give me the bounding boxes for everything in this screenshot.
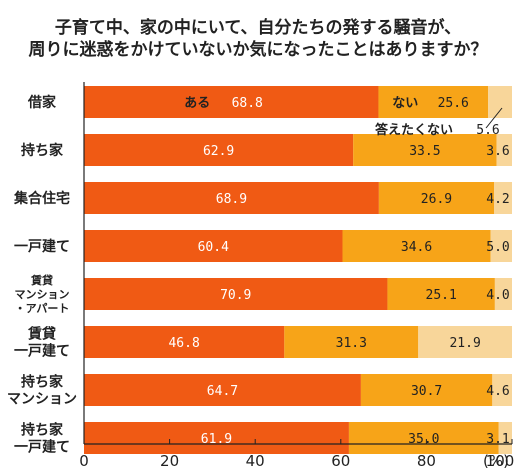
- bar-segment: [84, 134, 354, 166]
- data-label: 64.7: [207, 384, 238, 399]
- data-label: 5.6: [476, 123, 499, 138]
- data-label: 25.6: [438, 96, 469, 111]
- data-label: 3.6: [486, 144, 509, 159]
- bar-segment: [360, 374, 493, 406]
- bar-segment: [378, 182, 495, 214]
- bar-segment: [84, 374, 361, 406]
- bar-segment: [84, 278, 388, 310]
- series-name-label: ある: [184, 96, 210, 111]
- bar-segment: [348, 422, 499, 454]
- data-label: 4.6: [486, 384, 509, 399]
- data-label: 5.0: [486, 240, 509, 255]
- data-label: 62.9: [203, 144, 234, 159]
- bar-segment: [284, 326, 419, 358]
- bar-segment: [353, 134, 497, 166]
- data-label: 4.0: [486, 288, 509, 303]
- bar-segment: [84, 182, 379, 214]
- bar-segment: [84, 326, 285, 358]
- data-label: 30.7: [411, 384, 442, 399]
- bar-segment: [494, 182, 512, 214]
- category-label: 一戸建て: [14, 439, 70, 456]
- data-label: 70.9: [220, 288, 251, 303]
- x-tick-label: 40: [246, 452, 265, 470]
- data-label: 4.2: [486, 192, 509, 207]
- bar-segment: [84, 422, 349, 454]
- bar-segment: [418, 326, 512, 358]
- category-label: 持ち家: [21, 374, 64, 391]
- data-label: 25.1: [426, 288, 457, 303]
- chart-title-line: 子育て中、家の中にいて、自分たちの発する騒音が、: [55, 17, 461, 38]
- bar-segment: [342, 230, 491, 262]
- bar-segment: [496, 134, 512, 166]
- x-tick-label: 100: [486, 452, 515, 470]
- data-label: 21.9: [449, 336, 480, 351]
- bar-segment: [498, 422, 512, 454]
- data-label: 46.8: [168, 336, 199, 351]
- bar-segment: [387, 278, 495, 310]
- data-label: 31.3: [336, 336, 367, 351]
- chart-title-line: 周りに迷惑をかけていないか気になったことはありますか？: [29, 39, 488, 60]
- x-axis-unit: (%): [483, 452, 509, 470]
- category-label: 一戸建て: [14, 238, 70, 255]
- data-label: 34.6: [401, 240, 432, 255]
- data-label: 35.0: [408, 432, 439, 447]
- category-label: 持ち家: [21, 422, 64, 439]
- x-tick-label: 20: [160, 452, 179, 470]
- data-label: 33.5: [409, 144, 440, 159]
- category-label: 賃貸: [30, 273, 53, 287]
- data-label: 26.9: [421, 192, 452, 207]
- x-tick-label: 0: [79, 452, 89, 470]
- bar-segment: [84, 230, 343, 262]
- data-label: 68.9: [216, 192, 247, 207]
- category-label: マンション: [15, 288, 70, 301]
- category-label: 持ち家: [21, 142, 64, 159]
- x-tick-label: 80: [417, 452, 436, 470]
- x-tick-label: 60: [331, 452, 350, 470]
- data-label: 61.9: [201, 432, 232, 447]
- category-label: ・アパート: [15, 302, 70, 315]
- series-name-label: ない: [392, 96, 418, 111]
- category-label: マンション: [7, 392, 77, 408]
- series-name-label: 答えたくない: [375, 122, 453, 138]
- leader-line: [485, 107, 503, 129]
- category-label: 一戸建て: [14, 343, 70, 360]
- category-label: 賃貸: [27, 326, 56, 343]
- category-label: 集合住宅: [13, 190, 70, 207]
- bar-segment: [494, 278, 512, 310]
- data-label: 3.1: [486, 432, 509, 447]
- bar-segment: [492, 374, 512, 406]
- bar-segment: [490, 230, 512, 262]
- bar-segment: [378, 86, 489, 118]
- data-label: 60.4: [198, 240, 229, 255]
- bar-segment: [488, 86, 512, 118]
- bar-segment: [84, 86, 379, 118]
- data-label: 68.8: [232, 96, 263, 111]
- category-label: 借家: [27, 94, 57, 111]
